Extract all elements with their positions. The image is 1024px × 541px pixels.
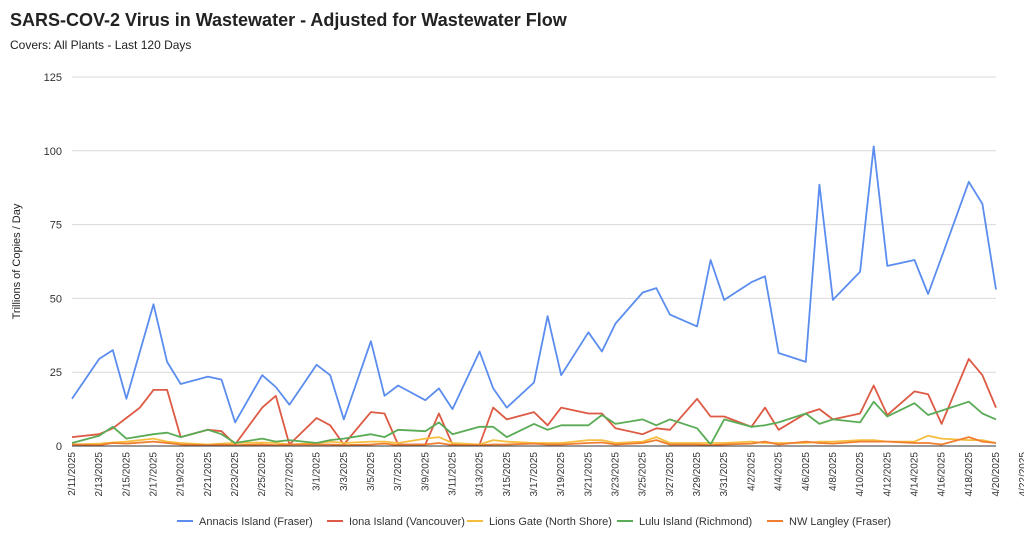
- x-tick-label: 2/21/2025: [203, 452, 214, 497]
- legend-label: Annacis Island (Fraser): [199, 516, 313, 528]
- x-tick-label: 2/25/2025: [257, 452, 268, 497]
- x-tick-label: 2/11/2025: [67, 452, 78, 496]
- y-tick-label: 50: [50, 293, 62, 305]
- legend-label: Lions Gate (North Shore): [489, 516, 612, 528]
- series-line: [71, 145, 997, 424]
- y-tick-label: 100: [44, 146, 62, 158]
- x-tick-label: 4/18/2025: [964, 452, 975, 497]
- x-tick-label: 3/17/2025: [529, 452, 540, 497]
- x-tick-label: 4/22/2025: [1018, 452, 1024, 497]
- y-tick-label: 0: [56, 441, 62, 453]
- x-tick-label: 2/23/2025: [230, 452, 241, 497]
- legend-label: NW Langley (Fraser): [789, 516, 891, 528]
- x-tick-label: 3/19/2025: [556, 452, 567, 497]
- x-tick-label: 3/23/2025: [611, 452, 622, 497]
- x-tick-label: 2/17/2025: [149, 452, 160, 497]
- chart-subtitle: Covers: All Plants - Last 120 Days: [10, 38, 192, 52]
- x-tick-label: 4/4/2025: [774, 452, 785, 491]
- x-tick-label: 3/5/2025: [366, 452, 377, 491]
- y-axis-title: Trillions of Copies / Day: [11, 203, 23, 319]
- y-tick-label: 125: [44, 72, 62, 84]
- x-tick-label: 3/31/2025: [719, 452, 730, 497]
- y-tick-label: 25: [50, 367, 62, 379]
- legend-label: Iona Island (Vancouver): [349, 516, 465, 528]
- x-tick-label: 2/19/2025: [176, 452, 187, 497]
- chart-title: SARS-COV-2 Virus in Wastewater - Adjuste…: [10, 10, 567, 30]
- x-tick-label: 3/11/2025: [448, 452, 459, 496]
- x-tick-label: 3/3/2025: [339, 452, 350, 491]
- x-tick-label: 4/14/2025: [910, 452, 921, 497]
- legend-label: Lulu Island (Richmond): [639, 516, 752, 528]
- x-tick-label: 4/6/2025: [801, 452, 812, 491]
- series-line: [71, 436, 997, 446]
- x-tick-label: 3/25/2025: [638, 452, 649, 497]
- x-tick-label: 3/1/2025: [312, 452, 323, 491]
- x-tick-label: 4/8/2025: [828, 452, 839, 491]
- x-tick-label: 3/27/2025: [665, 452, 676, 497]
- x-tick-label: 3/15/2025: [502, 452, 513, 497]
- x-tick-label: 2/15/2025: [121, 452, 132, 497]
- x-tick-label: 4/20/2025: [991, 452, 1002, 497]
- x-tick-label: 4/10/2025: [855, 452, 866, 497]
- x-tick-label: 3/21/2025: [583, 452, 594, 497]
- x-tick-label: 3/29/2025: [692, 452, 703, 497]
- x-tick-label: 4/2/2025: [746, 452, 757, 491]
- x-tick-label: 4/12/2025: [882, 452, 893, 497]
- x-tick-label: 4/16/2025: [937, 452, 948, 497]
- x-tick-label: 2/13/2025: [94, 452, 105, 497]
- x-tick-label: 3/9/2025: [420, 452, 431, 491]
- x-tick-label: 3/13/2025: [475, 452, 486, 497]
- y-tick-label: 75: [50, 220, 62, 232]
- x-tick-label: 3/7/2025: [393, 452, 404, 491]
- series-line: [71, 400, 997, 446]
- series-line: [71, 434, 997, 446]
- x-tick-label: 2/27/2025: [284, 452, 295, 497]
